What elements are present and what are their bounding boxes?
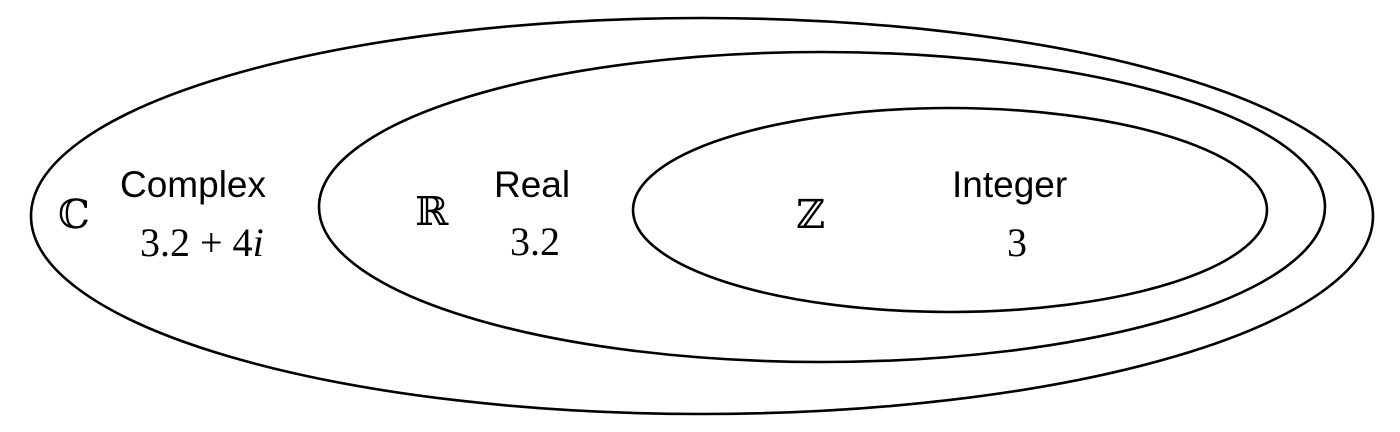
real-set-ellipse <box>317 50 1327 364</box>
real-set-label: Real <box>494 164 571 205</box>
complex-set-example: 3.2 + 4i <box>140 223 264 263</box>
imaginary-unit: i <box>252 220 264 265</box>
complex-example-real: 3.2 + 4 <box>140 220 253 265</box>
integer-set-label: Integer <box>952 164 1068 205</box>
integer-set-example: 3 <box>1007 220 1027 265</box>
complex-set-ellipse <box>29 16 1375 416</box>
real-set-example: 3.2 <box>510 219 560 264</box>
complex-set-label: Complex <box>120 164 266 205</box>
integer-set-symbol: ℤ <box>796 192 826 238</box>
integer-set-ellipse <box>631 106 1269 314</box>
real-set-symbol: ℝ <box>415 189 449 235</box>
complex-set-symbol: ℂ <box>58 192 90 238</box>
